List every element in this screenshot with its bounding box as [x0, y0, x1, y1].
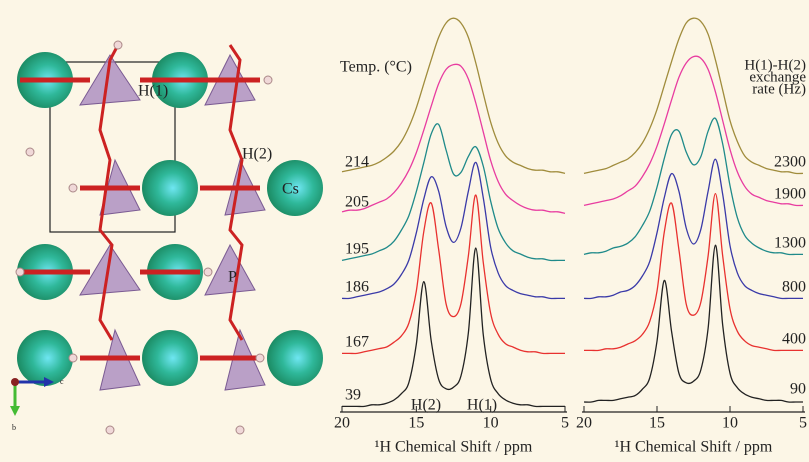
legend-label: 39 [345, 387, 361, 404]
peak-annotation: H(2) [411, 397, 441, 414]
h-atom [264, 76, 272, 84]
atom-label: H(2) [242, 146, 272, 163]
h-atom [236, 426, 244, 434]
peak-annotation: H(1) [467, 397, 497, 414]
axis-origin [11, 378, 19, 386]
atom-label: Cs [282, 181, 299, 198]
h-atom [204, 268, 212, 276]
axis-label: b [12, 423, 16, 432]
h-atom [106, 426, 114, 434]
h-atom [16, 268, 24, 276]
x-tick-label: 20 [576, 415, 592, 432]
h-atom [26, 148, 34, 156]
h-atom [69, 184, 77, 192]
x-tick-label: 10 [722, 415, 738, 432]
legend-label: 167 [345, 334, 369, 351]
h-atom [256, 354, 264, 362]
cs-atom [142, 330, 198, 386]
legend-label: 195 [345, 241, 369, 258]
legend-label: 214 [345, 154, 369, 171]
h-atom [69, 354, 77, 362]
figure: H(1) H(2) Cs P c b 20 15 10 5 ¹H Chemical Sh… [0, 0, 809, 462]
legend-title: Temp. (°C) [340, 59, 412, 76]
x-tick-label: 15 [649, 415, 665, 432]
x-axis-label: ¹H Chemical Shift / ppm [615, 439, 773, 456]
cs-atom [267, 330, 323, 386]
cs-atom [142, 160, 198, 216]
legend-label: 186 [345, 279, 369, 296]
legend-label: 800 [782, 279, 806, 296]
axis-label: c [60, 377, 64, 386]
x-tick-label: 15 [408, 415, 424, 432]
x-tick-label: 5 [561, 415, 569, 432]
x-tick-label: 10 [483, 415, 499, 432]
h-atom [114, 41, 122, 49]
x-tick-label: 5 [799, 415, 807, 432]
atom-label: P [228, 269, 237, 286]
legend-title: rate (Hz) [752, 81, 806, 97]
x-tick-label: 20 [334, 415, 350, 432]
page: H(1) H(2) Cs P c b 20 15 10 5 ¹H Chemical Sh… [0, 0, 809, 462]
legend-label: 1900 [774, 186, 806, 203]
legend-label: 205 [345, 194, 369, 211]
x-axis-label: ¹H Chemical Shift / ppm [375, 439, 533, 456]
legend-label: 400 [782, 331, 806, 348]
legend-label: 2300 [774, 154, 806, 171]
legend-label: 90 [790, 381, 806, 398]
legend-label: 1300 [774, 235, 806, 252]
atom-label: H(1) [138, 83, 168, 100]
